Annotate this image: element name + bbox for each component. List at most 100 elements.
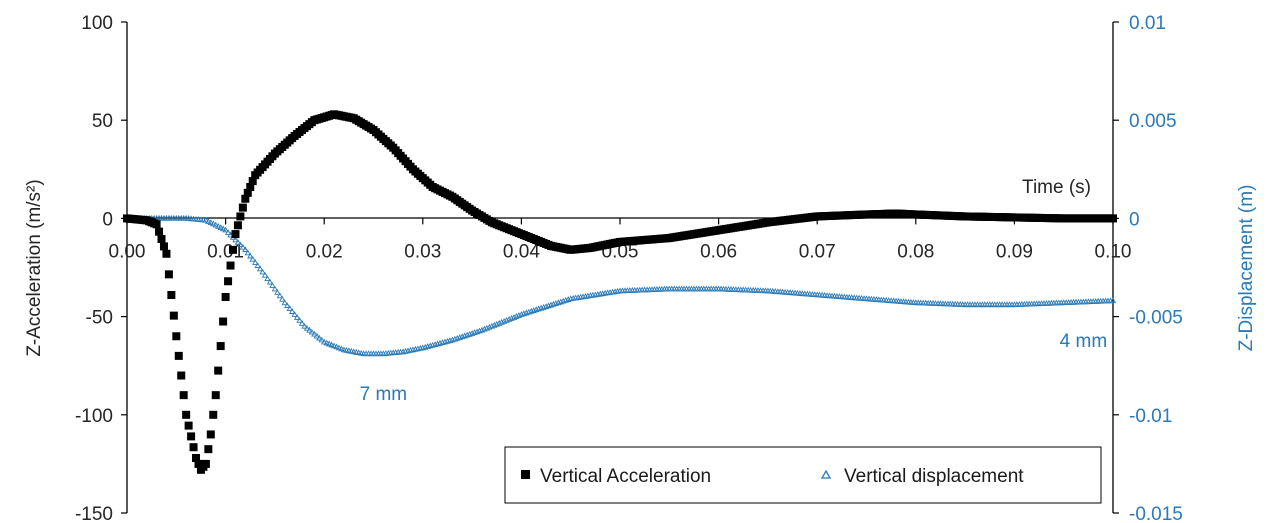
- displacement-point: [239, 243, 247, 250]
- annotation-7mm: 7 mm: [360, 384, 408, 405]
- legend: Vertical Acceleration Vertical displacem…: [504, 446, 1102, 504]
- x-tick-label: 0.10: [1095, 241, 1132, 262]
- acceleration-point: [236, 212, 245, 221]
- displacement-point: [249, 255, 256, 262]
- x-tick-label: 0.07: [799, 241, 836, 262]
- acceleration-point: [214, 366, 223, 375]
- displacement-point: [252, 259, 259, 265]
- displacement-point: [311, 330, 318, 337]
- acceleration-point: [228, 245, 237, 254]
- y-left-axis-title: Z-Acceleration (m/s²): [24, 179, 45, 356]
- legend-acceleration-label: Vertical Acceleration: [540, 466, 711, 487]
- left-tick-label: -100: [75, 406, 113, 427]
- acceleration-point: [216, 342, 225, 351]
- displacement-point: [1109, 297, 1117, 304]
- displacement-point: [313, 332, 320, 339]
- displacement-point: [259, 268, 266, 275]
- acceleration-point: [201, 459, 210, 468]
- acceleration-point: [184, 421, 193, 430]
- y-right-axis-title: Z-Displacement (m): [1236, 185, 1257, 352]
- right-tick-label: 0.01: [1129, 13, 1166, 34]
- displacement-point: [330, 342, 338, 349]
- x-tick-label: 0.06: [700, 241, 737, 262]
- acceleration-point: [246, 182, 255, 191]
- acceleration-point: [159, 242, 168, 251]
- x-axis-title: Time (s): [1022, 177, 1091, 198]
- left-tick-label: 0: [102, 209, 113, 230]
- x-tick-label: 0.03: [404, 241, 441, 262]
- displacement-point: [281, 299, 288, 306]
- displacement-point: [215, 222, 222, 229]
- acceleration-point: [204, 445, 213, 454]
- displacement-point: [234, 238, 242, 245]
- right-tick-label: 0: [1129, 209, 1140, 230]
- displacement-point: [335, 344, 343, 351]
- displacement-point: [274, 289, 281, 295]
- displacement-point: [242, 246, 249, 253]
- left-tick-label: -150: [75, 504, 113, 523]
- x-tick-label: 0.02: [306, 241, 343, 262]
- displacement-point: [202, 216, 210, 223]
- displacement-point: [333, 343, 340, 350]
- displacement-point: [306, 326, 313, 333]
- acceleration-point: [231, 230, 240, 239]
- displacement-point: [301, 322, 308, 329]
- acceleration-point: [221, 292, 230, 301]
- displacement-point: [207, 219, 214, 226]
- displacement-point: [224, 229, 232, 235]
- displacement-point: [325, 340, 333, 347]
- acceleration-point: [248, 177, 257, 186]
- acceleration-point: [179, 391, 188, 400]
- x-axis-ticks: 0.00 0.01 0.02 0.03 0.04 0.05 0.06 0.07 0.08 0.09…: [109, 241, 1132, 262]
- displacement-point: [316, 334, 323, 341]
- acceleration-point: [152, 220, 161, 229]
- legend-displacement-label: Vertical displacement: [844, 466, 1024, 487]
- displacement-point: [279, 295, 286, 302]
- displacement-point: [212, 221, 219, 228]
- left-tick-label: 100: [81, 13, 113, 34]
- left-tick-label: 50: [92, 111, 113, 132]
- acceleration-point: [241, 194, 250, 203]
- x-tick-label: 0.09: [996, 241, 1033, 262]
- displacement-point: [318, 336, 325, 343]
- right-axis-ticks: 0.01 0.005 0 -0.005 -0.01 -0.015: [1129, 13, 1183, 523]
- annotation-4mm: 4 mm: [1060, 331, 1108, 352]
- displacement-point: [308, 328, 316, 335]
- x-tick-label: 0.00: [109, 241, 146, 262]
- acceleration-point: [172, 332, 181, 341]
- acceleration-point: [209, 410, 218, 419]
- displacement-point: [205, 218, 212, 224]
- right-tick-label: 0.005: [1129, 111, 1177, 132]
- acceleration-point: [243, 188, 252, 197]
- x-tick-label: 0.08: [897, 241, 934, 262]
- displacement-point: [298, 319, 306, 326]
- displacement-point: [244, 249, 251, 256]
- acceleration-point: [233, 221, 242, 230]
- x-tick-label: 0.04: [503, 241, 540, 262]
- acceleration-point: [169, 311, 178, 320]
- acceleration-point: [155, 227, 164, 236]
- acceleration-point: [182, 410, 191, 419]
- acceleration-point: [174, 351, 183, 360]
- displacement-point: [284, 302, 291, 309]
- displacement-point: [232, 236, 239, 243]
- displacement-point: [296, 316, 303, 323]
- displacement-point: [210, 220, 217, 227]
- acceleration-point: [177, 371, 186, 380]
- acceleration-point: [219, 317, 228, 326]
- displacement-point: [286, 305, 293, 311]
- displacement-point: [328, 341, 335, 348]
- displacement-point: [264, 275, 271, 282]
- displacement-point: [222, 226, 229, 233]
- displacement-point: [303, 324, 311, 331]
- displacement-point: [266, 278, 274, 285]
- displacement-point: [269, 282, 276, 288]
- acceleration-point: [187, 432, 196, 441]
- acceleration-point: [167, 290, 176, 299]
- acceleration-point: [206, 430, 215, 439]
- left-axis-ticks: 100 50 0 -50 -100 -150: [75, 13, 113, 523]
- displacement-point: [321, 338, 328, 345]
- series-vertical-displacement: [123, 214, 1117, 357]
- left-tick-label: -50: [86, 308, 113, 329]
- acceleration-point: [224, 277, 233, 286]
